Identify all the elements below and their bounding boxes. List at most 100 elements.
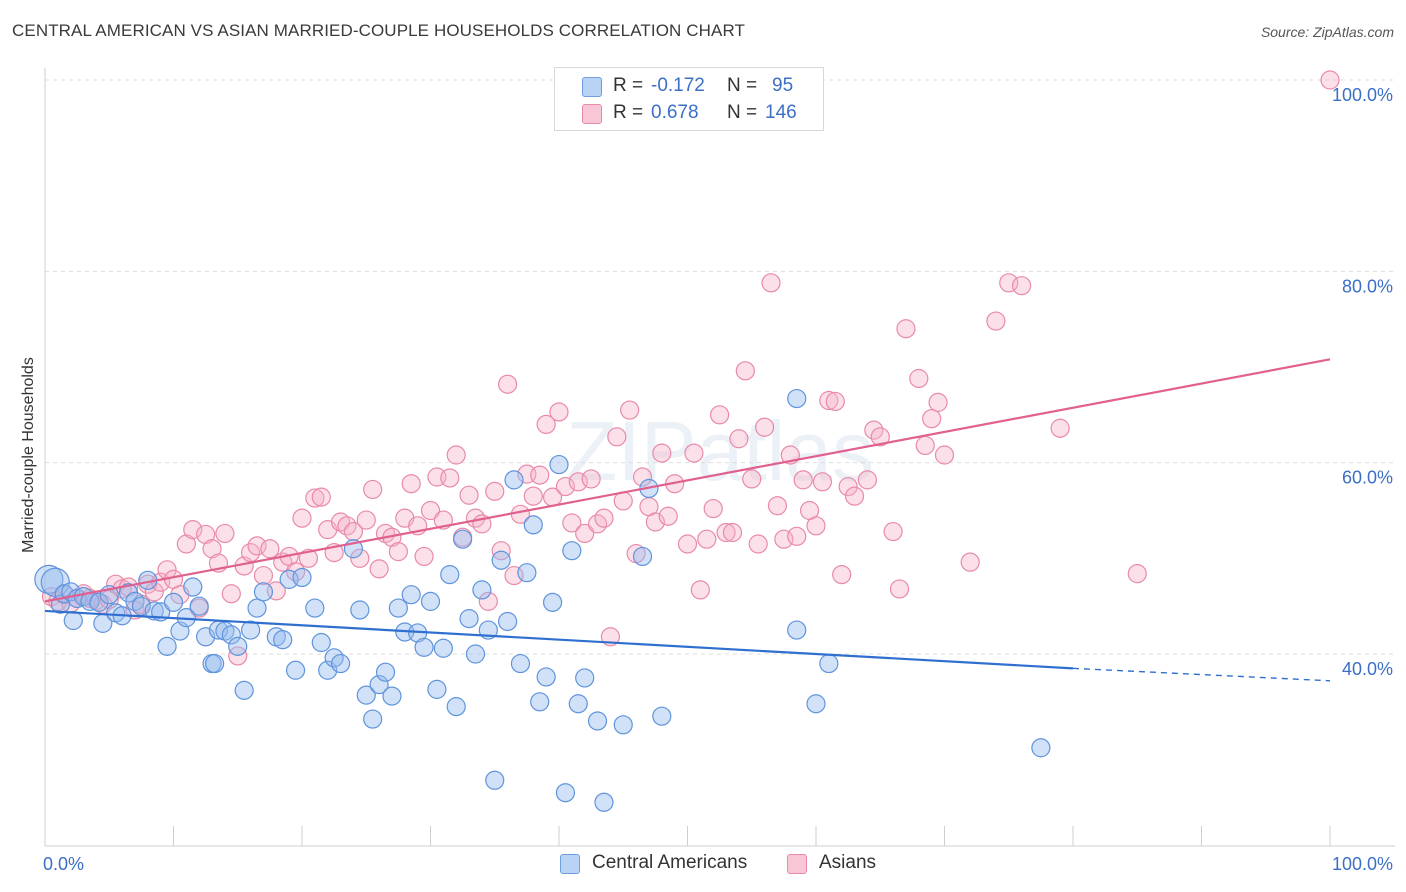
central-americans-point <box>89 592 109 612</box>
asians-point <box>1011 276 1032 296</box>
central-americans-trendline <box>44 609 1074 670</box>
x-tick-label-max: 100.0% <box>1332 854 1393 874</box>
central-americans-point <box>787 388 807 409</box>
asians-point <box>922 409 942 429</box>
asians-point <box>889 579 910 599</box>
central-americans-point <box>382 686 402 706</box>
central-americans-point <box>273 630 293 650</box>
central-americans-point <box>542 592 563 612</box>
central-americans-point <box>189 596 209 616</box>
legend-n-value: 95 <box>772 75 794 96</box>
central-americans-point <box>446 697 466 717</box>
central-americans-point <box>536 667 556 687</box>
asians-point <box>292 508 312 528</box>
asians-point <box>305 488 325 508</box>
asians-point <box>356 510 376 530</box>
asians-point <box>478 591 498 611</box>
central-americans-point <box>632 546 653 567</box>
legend-swatch-pink <box>582 104 602 124</box>
central-americans-point <box>401 585 421 605</box>
asians-point <box>1320 70 1340 90</box>
central-americans-point <box>453 529 473 549</box>
central-americans-point <box>157 636 177 656</box>
asians-points <box>41 70 1340 666</box>
legend-row-central-americans: R = -0.172 N = 95 <box>555 75 823 99</box>
central-americans-point <box>510 653 531 674</box>
asians-point <box>196 524 216 545</box>
legend-r-label: R = <box>613 102 644 123</box>
asians-point <box>607 427 627 447</box>
central-americans-point <box>549 454 569 475</box>
central-americans-point <box>247 598 267 618</box>
central-americans-point <box>787 620 807 640</box>
asians-point <box>934 445 955 465</box>
asians-point <box>909 368 929 389</box>
legend: R = -0.172 N = 95 R = 0.678 N = 146 <box>554 67 824 131</box>
central-americans-point <box>350 600 370 620</box>
asians-point <box>536 414 556 434</box>
bottom-legend-swatch-pink <box>787 854 807 874</box>
asians-point <box>652 443 672 463</box>
asians-point <box>388 542 408 562</box>
x-tick-label-min: 0.0% <box>43 854 84 874</box>
central-americans-point <box>330 653 351 674</box>
central-americans-point <box>234 680 254 700</box>
y-tick-label: 40.0% <box>1342 659 1393 679</box>
central-americans-point <box>491 550 511 570</box>
asians-point <box>986 311 1006 331</box>
central-americans-point <box>555 783 576 803</box>
asians-trendline <box>44 358 1331 603</box>
central-americans-point <box>183 577 203 597</box>
asians-point <box>883 521 903 542</box>
asians-point <box>844 486 865 506</box>
legend-r-value: 0.678 <box>651 102 699 123</box>
trend-lines <box>44 358 1331 682</box>
asians-point <box>1050 418 1070 438</box>
y-tick-label: 60.0% <box>1342 468 1393 488</box>
central-americans-points <box>34 388 1051 812</box>
central-americans-point <box>285 660 306 680</box>
central-americans-point <box>806 694 826 714</box>
central-americans-point <box>433 638 453 658</box>
y-tick-label: 100.0% <box>1332 85 1393 105</box>
asians-point <box>350 548 370 568</box>
asians-point <box>440 468 460 488</box>
central-americans-point <box>221 625 241 645</box>
bottom-legend-label: Central Americans <box>592 852 748 873</box>
asians-point <box>549 402 569 422</box>
central-americans-point <box>530 692 550 712</box>
asians-point <box>716 522 736 543</box>
asians-point <box>343 521 363 542</box>
chart-title: CENTRAL AMERICAN VS ASIAN MARRIED-COUPLE… <box>12 21 745 40</box>
asians-point <box>697 529 717 549</box>
central-americans-point <box>587 711 608 731</box>
watermark: ZIPatlas <box>566 404 874 498</box>
asians-point <box>581 469 601 489</box>
central-americans-point <box>356 685 376 705</box>
asians-point <box>311 487 331 507</box>
central-americans-point <box>311 632 331 653</box>
central-americans-point <box>427 679 447 699</box>
asians-point <box>620 400 640 420</box>
central-americans-point <box>504 470 524 490</box>
asians-point <box>870 427 890 447</box>
asians-point <box>530 465 550 485</box>
central-americans-point <box>819 653 839 674</box>
central-americans-point <box>363 709 383 729</box>
central-americans-point <box>517 563 537 583</box>
asians-point <box>825 391 845 412</box>
central-americans-trendline-extension <box>1072 667 1331 682</box>
central-americans-point <box>440 564 460 585</box>
legend-row-asians: R = 0.678 N = 146 <box>555 102 823 126</box>
asians-point <box>729 429 749 449</box>
asians-point <box>896 319 916 339</box>
asians-point <box>260 539 280 559</box>
asians-point <box>414 546 434 567</box>
central-americans-point <box>63 610 83 631</box>
central-americans-point <box>228 636 248 656</box>
asians-point <box>915 435 935 456</box>
central-americans-point <box>163 592 184 612</box>
tick-labels: 40.0% 60.0% 80.0% 100.0% 0.0% 100.0% <box>43 85 1393 874</box>
asians-point <box>748 534 768 554</box>
central-americans-point <box>1031 738 1051 758</box>
